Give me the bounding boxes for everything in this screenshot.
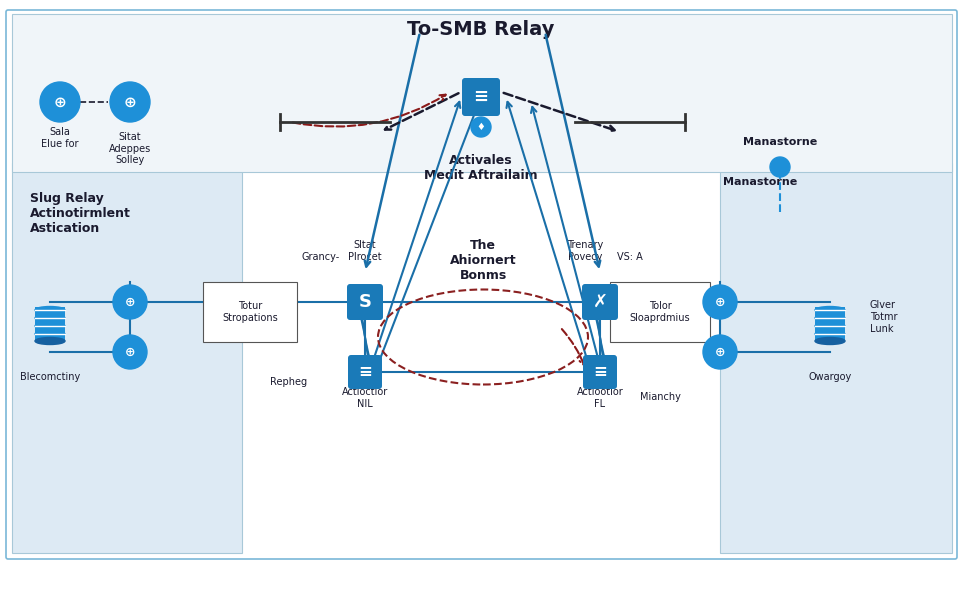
Circle shape [770,157,790,177]
Text: Slug Relay
Actinotirmlent
Astication: Slug Relay Actinotirmlent Astication [30,192,131,235]
Circle shape [113,335,147,369]
FancyBboxPatch shape [6,10,957,559]
Text: Mianchy: Mianchy [640,392,681,402]
Text: ✗: ✗ [592,293,608,311]
Text: Trenary
Povecy: Trenary Povecy [567,240,603,262]
Text: ⊕: ⊕ [715,295,725,308]
Text: ≡: ≡ [358,363,372,381]
Text: ⊕: ⊕ [123,95,137,110]
Circle shape [40,82,80,122]
FancyBboxPatch shape [462,78,500,116]
Text: Grancy-: Grancy- [301,252,340,262]
Text: The
Ahiornert
Bonms: The Ahiornert Bonms [450,239,516,282]
Ellipse shape [815,314,845,321]
Text: Activales
Medit Aftrailaim: Activales Medit Aftrailaim [424,154,537,182]
Text: ♦: ♦ [477,122,485,132]
Circle shape [110,82,150,122]
FancyBboxPatch shape [12,163,242,553]
Text: Totur
Stropations: Totur Stropations [222,301,278,323]
Ellipse shape [815,323,845,330]
Text: VS: A: VS: A [617,252,643,262]
Ellipse shape [35,314,65,321]
Text: ⊕: ⊕ [715,346,725,359]
Text: Blecomctiny: Blecomctiny [20,372,80,382]
FancyBboxPatch shape [348,355,382,389]
FancyBboxPatch shape [35,307,65,341]
Ellipse shape [815,307,845,314]
Ellipse shape [815,330,845,337]
Text: ⊕: ⊕ [54,95,66,110]
Text: Owargoy: Owargoy [808,372,851,382]
Text: ⊕: ⊕ [125,295,135,308]
Circle shape [703,285,737,319]
Text: Tolor
Sloaprdmius: Tolor Sloaprdmius [630,301,690,323]
FancyBboxPatch shape [815,307,845,341]
Text: Glver
Totmr
Lunk: Glver Totmr Lunk [870,300,898,334]
Text: Manastorne: Manastorne [723,177,797,187]
FancyBboxPatch shape [583,355,617,389]
Text: Actiootior
FL: Actiootior FL [577,387,623,408]
Text: Sitat
Adeppes
Solley: Sitat Adeppes Solley [109,132,151,165]
Circle shape [113,285,147,319]
Text: Repheg: Repheg [270,377,307,387]
FancyBboxPatch shape [12,14,952,172]
Text: Manastorne: Manastorne [742,137,818,147]
FancyBboxPatch shape [582,284,618,320]
Text: Sltat
Plrocet: Sltat Plrocet [349,240,381,262]
Ellipse shape [35,330,65,337]
Circle shape [471,117,491,137]
Text: Actioctior
NIL: Actioctior NIL [342,387,388,408]
Text: S: S [358,293,372,311]
Ellipse shape [35,307,65,314]
Ellipse shape [35,337,65,345]
Ellipse shape [35,323,65,330]
Text: ⊕: ⊕ [125,346,135,359]
Text: To-SMB Relay: To-SMB Relay [407,20,555,39]
FancyBboxPatch shape [720,163,952,553]
Text: Sala
Elue for: Sala Elue for [41,127,79,149]
FancyBboxPatch shape [347,284,383,320]
Ellipse shape [815,337,845,345]
Text: ≡: ≡ [474,88,488,106]
Text: ≡: ≡ [593,363,607,381]
Circle shape [703,335,737,369]
